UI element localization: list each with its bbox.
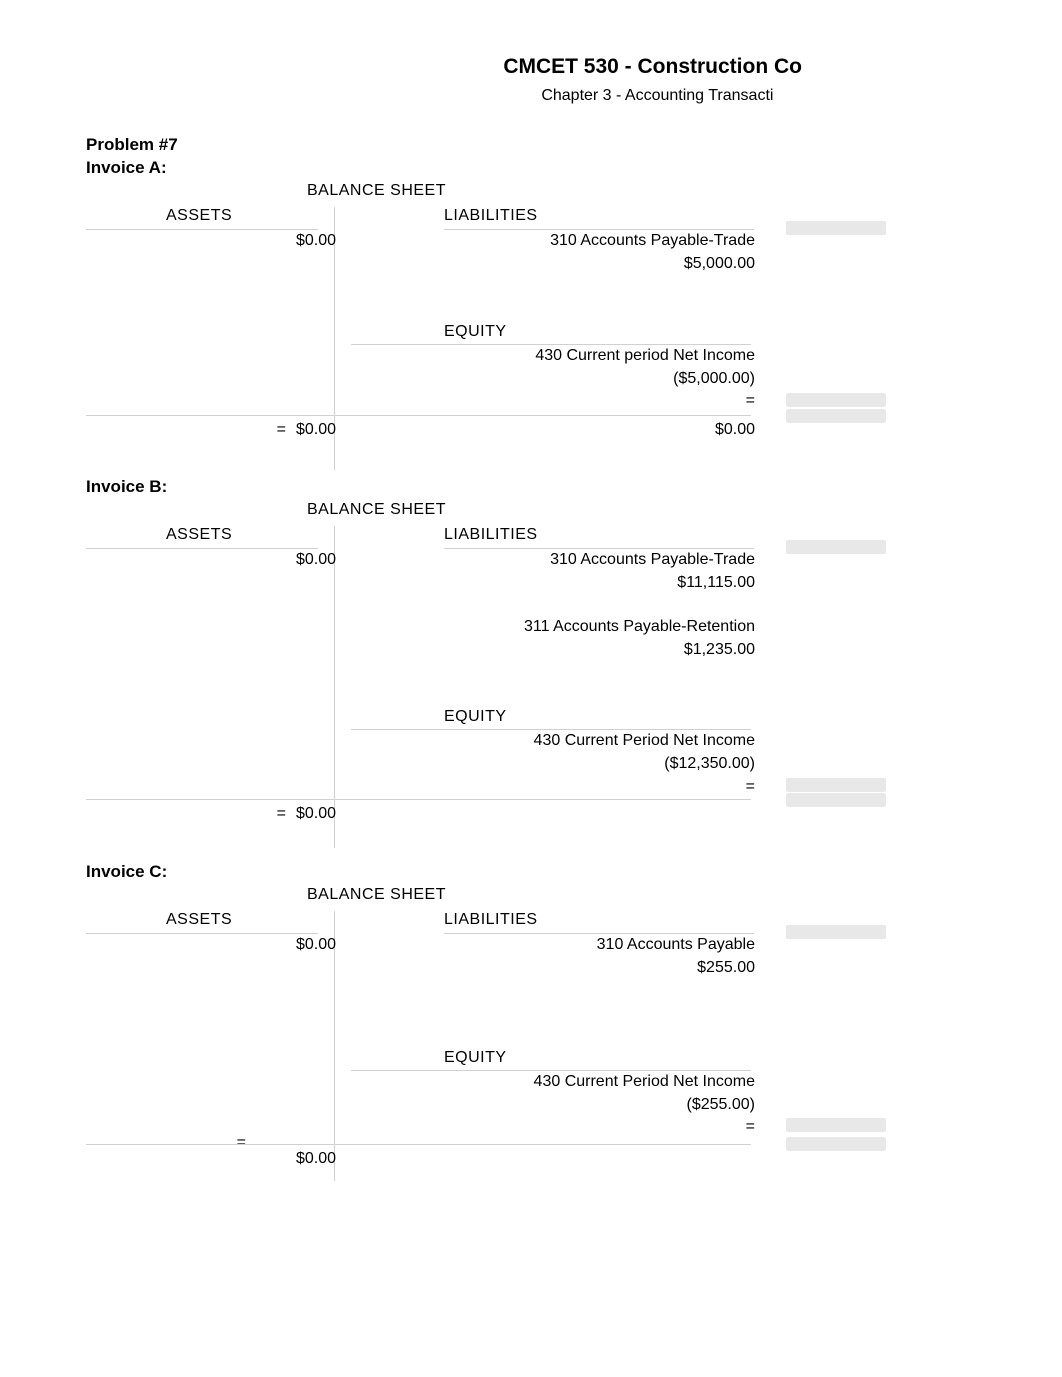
assets-amount: $0.00 — [296, 936, 336, 954]
invoice-b-label: Invoice B: — [86, 477, 167, 497]
equity-account: 430 Current Period Net Income — [435, 1073, 755, 1091]
chapter-subtitle: Chapter 3 - Accounting Transacti — [541, 87, 802, 105]
equals-sign: = — [746, 392, 755, 410]
equity-underline — [351, 344, 751, 345]
equity-account: 430 Current period Net Income — [435, 347, 755, 365]
redacted-bar — [786, 221, 886, 235]
redacted-bar — [786, 393, 886, 407]
bs-title: BALANCE SHEET — [307, 886, 446, 904]
course-title: CMCET 530 - Construction Co — [503, 55, 802, 79]
bs-title: BALANCE SHEET — [307, 501, 446, 519]
problem-label: Problem #7 — [86, 135, 178, 155]
redacted-bar — [786, 793, 886, 807]
equity-header: EQUITY — [444, 1049, 507, 1067]
equals-sign: = — [746, 1118, 755, 1136]
liability-account: 310 Accounts Payable-Trade — [455, 232, 755, 250]
total-line — [86, 799, 751, 800]
redacted-bar — [786, 778, 886, 792]
redacted-bar — [786, 925, 886, 939]
equals-sign: = — [277, 421, 286, 439]
equity-underline — [351, 1070, 751, 1071]
equals-sign: = — [746, 778, 755, 796]
liability-amount: $255.00 — [697, 959, 755, 977]
liability-account: 310 Accounts Payable — [455, 936, 755, 954]
liabilities-header: LIABILITIES — [444, 911, 538, 929]
equity-underline — [351, 729, 751, 730]
liability-amount: $5,000.00 — [684, 255, 755, 273]
assets-underline — [86, 933, 318, 934]
liabilities-underline — [444, 548, 754, 549]
total-left: $0.00 — [296, 805, 336, 823]
redacted-bar — [786, 409, 886, 423]
redacted-bar — [786, 1137, 886, 1151]
liabilities-header: LIABILITIES — [444, 526, 538, 544]
bs-title: BALANCE SHEET — [307, 182, 446, 200]
page-header: CMCET 530 - Construction Co Chapter 3 - … — [503, 55, 802, 105]
redacted-bar — [786, 540, 886, 554]
liabilities-header: LIABILITIES — [444, 207, 538, 225]
equity-header: EQUITY — [444, 708, 507, 726]
equity-header: EQUITY — [444, 323, 507, 341]
assets-amount: $0.00 — [296, 551, 336, 569]
liabilities-underline — [444, 229, 754, 230]
equals-sign: = — [237, 1134, 246, 1152]
assets-underline — [86, 229, 318, 230]
liability-amount-2: $1,235.00 — [684, 641, 755, 659]
liabilities-underline — [444, 933, 754, 934]
liability-account-2: 311 Accounts Payable-Retention — [425, 618, 755, 636]
equity-amount: ($255.00) — [687, 1096, 756, 1114]
assets-amount: $0.00 — [296, 232, 336, 250]
equity-account: 430 Current Period Net Income — [435, 732, 755, 750]
total-left: $0.00 — [296, 1150, 336, 1168]
total-left: $0.00 — [296, 421, 336, 439]
assets-header: ASSETS — [166, 207, 232, 225]
invoice-a-label: Invoice A: — [86, 158, 167, 178]
total-right: $0.00 — [715, 421, 755, 439]
equity-amount: ($12,350.00) — [664, 755, 755, 773]
liability-account-1: 310 Accounts Payable-Trade — [455, 551, 755, 569]
equity-amount: ($5,000.00) — [673, 370, 755, 388]
invoice-c-label: Invoice C: — [86, 862, 167, 882]
assets-underline — [86, 548, 318, 549]
redacted-bar — [786, 1118, 886, 1132]
assets-header: ASSETS — [166, 526, 232, 544]
total-line — [86, 415, 751, 416]
assets-header: ASSETS — [166, 911, 232, 929]
equals-sign: = — [277, 805, 286, 823]
liability-amount-1: $11,115.00 — [677, 574, 755, 592]
total-line — [86, 1144, 751, 1145]
